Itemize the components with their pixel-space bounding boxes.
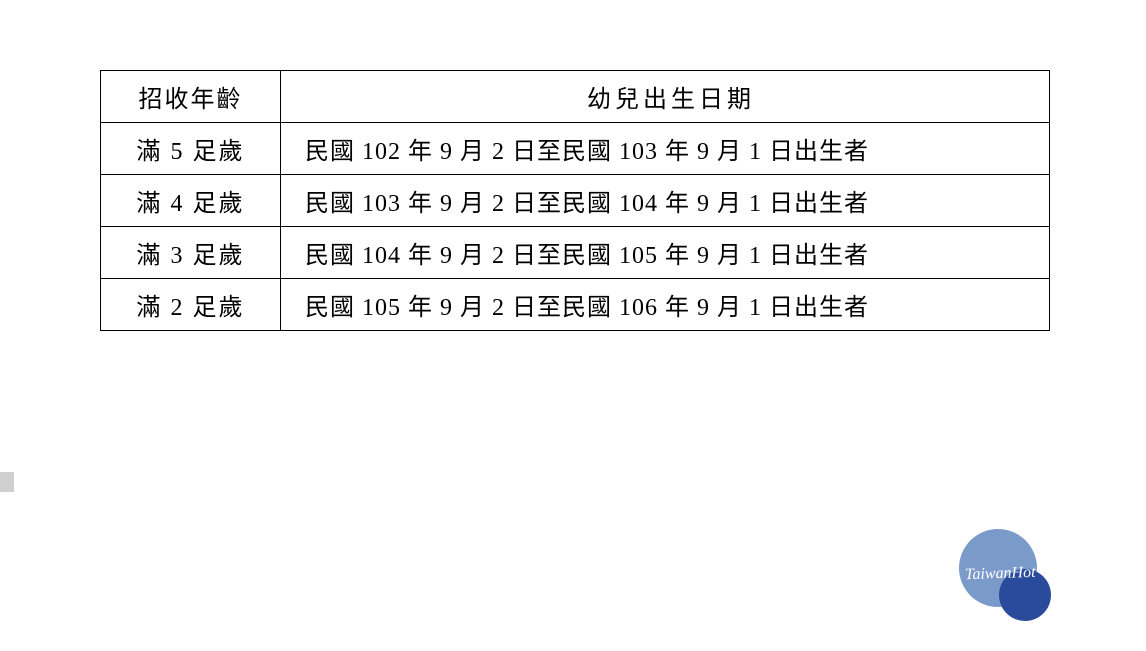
logo-text: TaiwanHot [965, 564, 1036, 584]
cell-date: 民國 105 年 9 月 2 日至民國 106 年 9 月 1 日出生者 [281, 279, 1050, 331]
cell-age: 滿 5 足歲 [101, 123, 281, 175]
table-row: 滿 2 足歲 民國 105 年 9 月 2 日至民國 106 年 9 月 1 日… [101, 279, 1050, 331]
cell-date: 民國 103 年 9 月 2 日至民國 104 年 9 月 1 日出生者 [281, 175, 1050, 227]
cell-age: 滿 3 足歲 [101, 227, 281, 279]
table-row: 滿 4 足歲 民國 103 年 9 月 2 日至民國 104 年 9 月 1 日… [101, 175, 1050, 227]
table-row: 滿 5 足歲 民國 102 年 9 月 2 日至民國 103 年 9 月 1 日… [101, 123, 1050, 175]
table-header-row: 招收年齡 幼兒出生日期 [101, 71, 1050, 123]
cell-age: 滿 4 足歲 [101, 175, 281, 227]
page-edge-marker [0, 472, 14, 492]
cell-date: 民國 104 年 9 月 2 日至民國 105 年 9 月 1 日出生者 [281, 227, 1050, 279]
cell-date: 民國 102 年 9 月 2 日至民國 103 年 9 月 1 日出生者 [281, 123, 1050, 175]
cell-age: 滿 2 足歲 [101, 279, 281, 331]
age-eligibility-table: 招收年齡 幼兒出生日期 滿 5 足歲 民國 102 年 9 月 2 日至民國 1… [100, 70, 1050, 331]
taiwanhot-logo: TaiwanHot [959, 529, 1051, 621]
age-eligibility-table-container: 招收年齡 幼兒出生日期 滿 5 足歲 民國 102 年 9 月 2 日至民國 1… [100, 70, 1050, 331]
table-row: 滿 3 足歲 民國 104 年 9 月 2 日至民國 105 年 9 月 1 日… [101, 227, 1050, 279]
header-age: 招收年齡 [101, 71, 281, 123]
header-date: 幼兒出生日期 [281, 71, 1050, 123]
